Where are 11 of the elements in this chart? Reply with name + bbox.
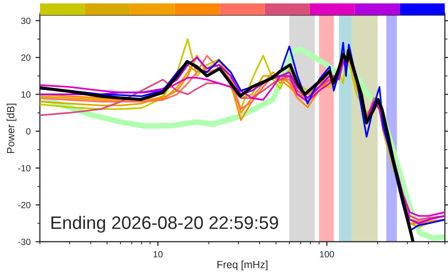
x-tick-label: 100 <box>320 250 334 258</box>
y-tick-label: -20 <box>18 202 30 208</box>
y-tick-label: 10 <box>21 91 30 98</box>
annotation: Ending 2026-08-20 22:59:59 <box>51 216 278 233</box>
y-axis-title: Power [dB] <box>6 104 16 154</box>
y-tick-label: -10 <box>18 165 30 172</box>
y-tick-label: 20 <box>21 54 30 61</box>
x-axis-title: Freq [mHz] <box>217 260 268 270</box>
y-tick-label: -30 <box>18 238 30 246</box>
y-tick-label: 30 <box>21 18 30 24</box>
y-tick-label: 0 <box>26 128 30 135</box>
